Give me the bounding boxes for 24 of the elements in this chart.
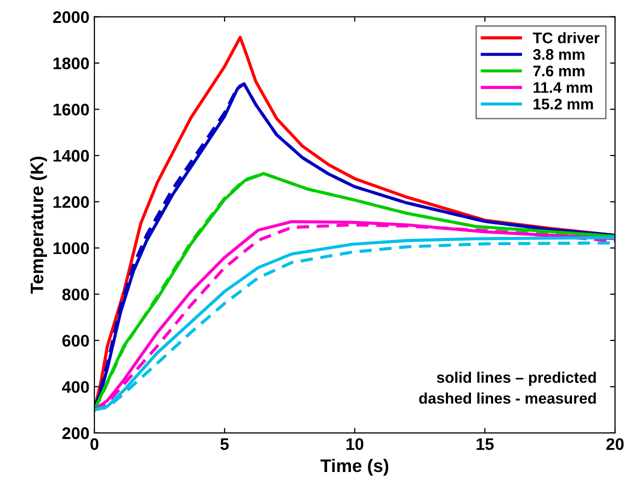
legend-label: 11.4 mm bbox=[534, 82, 592, 93]
x-tick-label: 0 bbox=[90, 438, 98, 450]
x-tick-label: 20 bbox=[606, 438, 624, 450]
x-tick-label: 10 bbox=[346, 438, 364, 450]
y-tick-label: 200 bbox=[62, 427, 89, 440]
legend-label: 3.8 mm bbox=[533, 49, 584, 60]
legend-label: TC driver bbox=[532, 32, 600, 44]
y-tick-label: 1600 bbox=[54, 104, 89, 116]
annotation: dashed lines - measured bbox=[419, 392, 596, 404]
x-tick-label: 15 bbox=[476, 438, 494, 450]
x-tick-label: 5 bbox=[220, 438, 229, 450]
y-axis-title: Temperature (K) bbox=[30, 156, 47, 294]
y-tick-label: 1000 bbox=[54, 242, 89, 254]
y-tick-label: 800 bbox=[62, 288, 89, 300]
y-tick-label: 2000 bbox=[53, 11, 89, 24]
x-axis-title: Time (s) bbox=[320, 458, 388, 476]
legend-label: 15.2 mm bbox=[534, 98, 593, 110]
y-tick-label: 600 bbox=[62, 334, 89, 347]
y-tick-label: 1200 bbox=[54, 196, 89, 208]
y-tick-label: 1400 bbox=[54, 150, 89, 162]
y-tick-label: 1800 bbox=[54, 57, 89, 70]
y-tick-label: 400 bbox=[62, 381, 89, 393]
legend-label: 7.6 mm bbox=[533, 66, 584, 76]
annotation: solid lines – predicted bbox=[436, 372, 596, 386]
